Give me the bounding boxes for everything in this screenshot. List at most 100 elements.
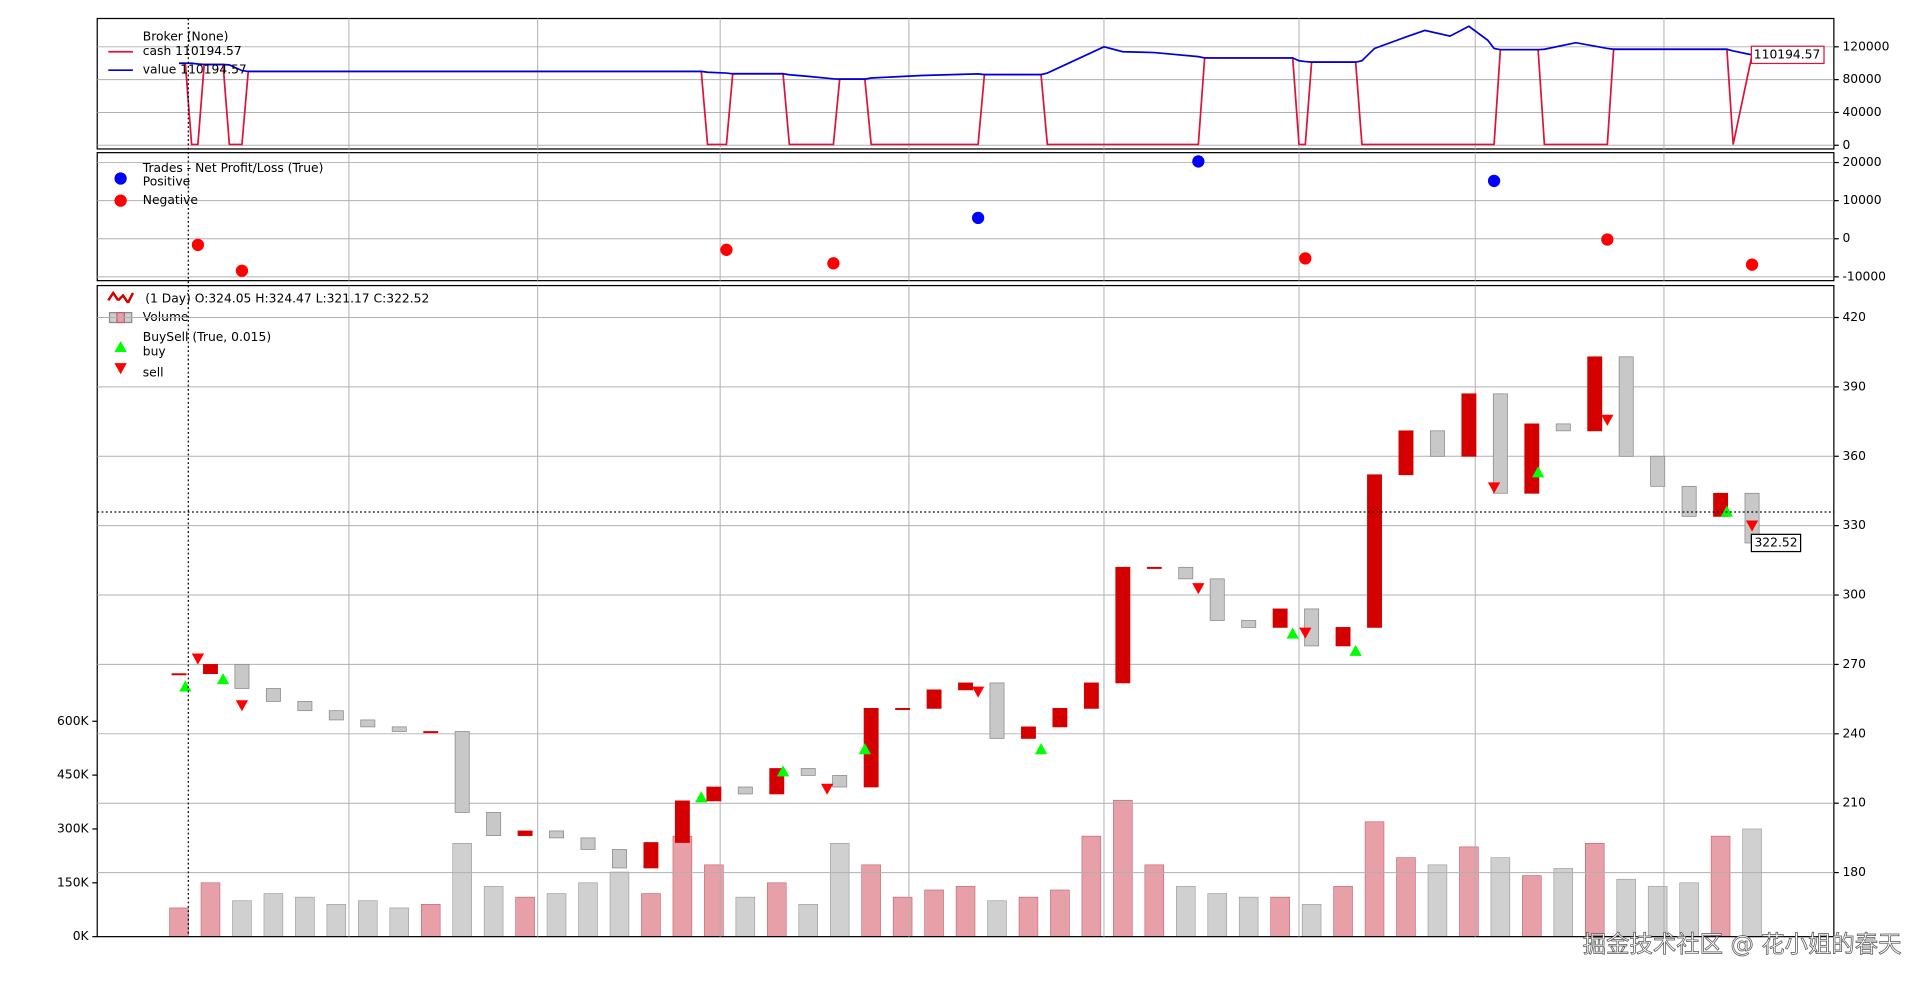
candle: [706, 786, 722, 802]
trade-point: [1487, 174, 1501, 187]
trade-marker: [1745, 520, 1759, 532]
price-panel: 180 210 240 270 300 330 360 390 420 (1 Day) O:324…: [96, 284, 1866, 938]
y-tick-label: 120000: [1842, 39, 1889, 53]
volume-bar: [1616, 878, 1636, 937]
trade-marker: [1531, 466, 1545, 478]
y-tick-label: 0K: [73, 929, 90, 943]
volume-bar: [1050, 889, 1070, 937]
y-tick-label: 360: [1842, 449, 1865, 463]
trade-point: [1745, 258, 1759, 271]
volume-bar: [672, 835, 693, 937]
last-value-label: 110194.57: [1754, 47, 1821, 61]
volume-bar: [1176, 886, 1196, 937]
volume-bar: [861, 864, 881, 937]
volume-bar: [829, 843, 850, 937]
trade-point: [971, 211, 985, 225]
volume-bar: [1427, 864, 1448, 937]
volume-bar: [420, 904, 441, 937]
candle: [580, 837, 596, 850]
y-tick-label: 390: [1842, 379, 1865, 393]
last-value-box: [1750, 533, 1802, 553]
volume-bar: [987, 900, 1007, 937]
volume-bar: [295, 896, 315, 937]
volume-bar: [1301, 904, 1322, 937]
candle: [800, 768, 816, 776]
legend-label: value 110194.57: [143, 63, 247, 77]
legend-swatch: [114, 340, 127, 353]
y-tick-label: 300K: [57, 821, 89, 835]
volume-bar: [389, 907, 409, 937]
legend-title: (1 Day) O:324.05 H:324.47 L:321.17 C:322…: [145, 292, 429, 306]
legend-swatch: [114, 172, 127, 185]
y-tick-label: 240: [1842, 726, 1865, 740]
legend-title: Broker (None): [143, 29, 229, 43]
candle: [391, 726, 407, 732]
candle: [895, 708, 911, 710]
candle: [454, 731, 470, 813]
candle: [234, 664, 250, 689]
trade-marker: [1299, 627, 1312, 639]
trade-marker: [191, 653, 205, 665]
candle: [1681, 485, 1697, 517]
volume-bar: [1742, 828, 1762, 937]
y-tick-label: 300: [1842, 588, 1865, 602]
legend-swatch: [107, 290, 135, 304]
y-tick-label: 20000: [1842, 155, 1881, 169]
volume-bar: [767, 882, 787, 937]
trade-marker: [1601, 414, 1614, 426]
candle: [423, 731, 439, 734]
y-tick-label: 270: [1842, 657, 1865, 671]
candle: [297, 701, 313, 712]
last-value-label: 322.52: [1754, 535, 1797, 549]
volume-bar: [1710, 835, 1731, 937]
candle: [1304, 608, 1320, 647]
candle: [643, 842, 659, 869]
trade-marker: [1349, 644, 1362, 656]
volume-bar: [1364, 821, 1385, 937]
candle: [1115, 566, 1131, 684]
watermark: 掘金技术社区 @ 花小姐的春天: [1583, 930, 1902, 958]
panel-frame: [96, 152, 1835, 282]
trades-panel: -10000 0 10000 20000 Trades - Net Profit/Los…: [96, 152, 1886, 283]
volume-bar: [1333, 886, 1353, 937]
candle: [360, 719, 376, 728]
y-tick-label: 450K: [57, 768, 89, 782]
trade-marker: [971, 686, 985, 698]
candle: [1083, 682, 1099, 709]
y-tick-label: 600K: [57, 714, 89, 728]
trade-point: [1601, 233, 1614, 246]
candle: [958, 682, 973, 691]
candle: [1146, 566, 1162, 569]
panel-frame: [96, 284, 1835, 938]
legend-title: Trades - Net Profit/Loss (True): [142, 161, 324, 175]
candle: [1587, 356, 1603, 432]
volume-bar: [1396, 857, 1416, 937]
volume-bar: [1207, 893, 1227, 937]
y-tick-label: 150K: [57, 875, 89, 889]
y-tick-label: 80000: [1842, 72, 1881, 86]
y-tick-label: 330: [1842, 518, 1865, 532]
last-value-box: [1750, 45, 1825, 65]
candle: [1555, 423, 1571, 432]
trade-point: [720, 243, 733, 256]
trade-point: [1299, 252, 1312, 265]
candle: [832, 775, 848, 788]
candle: [1650, 455, 1666, 487]
volume-bar: [1270, 896, 1290, 937]
volume-bar: [924, 889, 944, 937]
candle: [926, 689, 942, 709]
trade-point: [1192, 155, 1205, 168]
candle: [1052, 708, 1068, 728]
legend-label: Negative: [143, 193, 198, 207]
volume-bar: [263, 893, 284, 937]
candle: [1524, 423, 1540, 494]
candle: [1429, 430, 1445, 457]
volume-bar: [358, 900, 378, 937]
candle: [1367, 474, 1382, 628]
volume-bar: [955, 886, 976, 937]
candle: [1461, 393, 1477, 457]
candle: [612, 849, 627, 869]
